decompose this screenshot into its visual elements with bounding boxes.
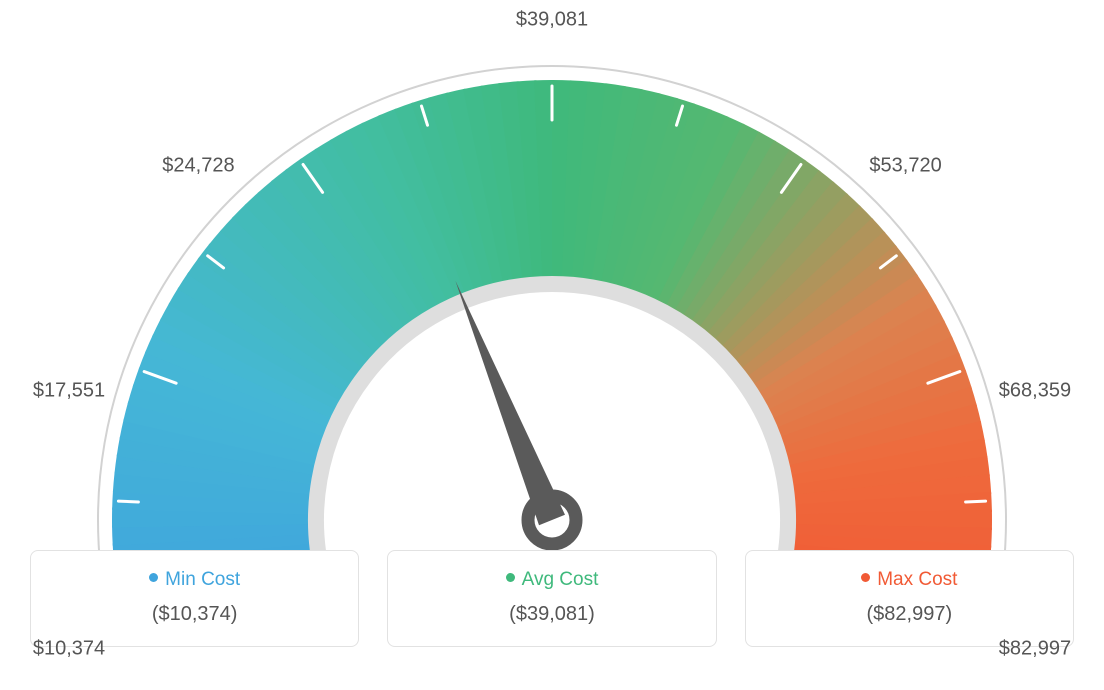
gauge-scale-label: $10,374: [33, 638, 105, 661]
legend-card-max: Max Cost ($82,997): [745, 550, 1074, 647]
gauge-scale-label: $53,720: [869, 155, 941, 178]
legend-max-value: ($82,997): [766, 603, 1053, 626]
gauge-svg: [30, 20, 1074, 550]
legend-card-min: Min Cost ($10,374): [30, 550, 359, 647]
legend-avg-title: Avg Cost: [408, 569, 695, 591]
gauge-scale-label: $82,997: [999, 638, 1071, 661]
legend-max-dot-icon: [861, 573, 870, 582]
legend-min-value: ($10,374): [51, 603, 338, 626]
legend-min-dot-icon: [149, 573, 158, 582]
gauge-chart: $10,374$17,551$24,728$39,081$53,720$68,3…: [30, 20, 1074, 550]
gauge-scale-label: $68,359: [999, 379, 1071, 402]
legend-card-avg: Avg Cost ($39,081): [387, 550, 716, 647]
legend-min-title-text: Min Cost: [165, 569, 240, 590]
gauge-scale-label: $24,728: [162, 155, 234, 178]
legend-max-title-text: Max Cost: [877, 569, 957, 590]
legend-avg-value: ($39,081): [408, 603, 695, 626]
gauge-scale-label: $17,551: [33, 379, 105, 402]
legend-avg-dot-icon: [506, 573, 515, 582]
gauge-scale-label: $39,081: [516, 9, 588, 32]
legend-max-title: Max Cost: [766, 569, 1053, 591]
legend-row: Min Cost ($10,374) Avg Cost ($39,081) Ma…: [30, 550, 1074, 647]
legend-avg-title-text: Avg Cost: [522, 569, 599, 590]
legend-min-title: Min Cost: [51, 569, 338, 591]
